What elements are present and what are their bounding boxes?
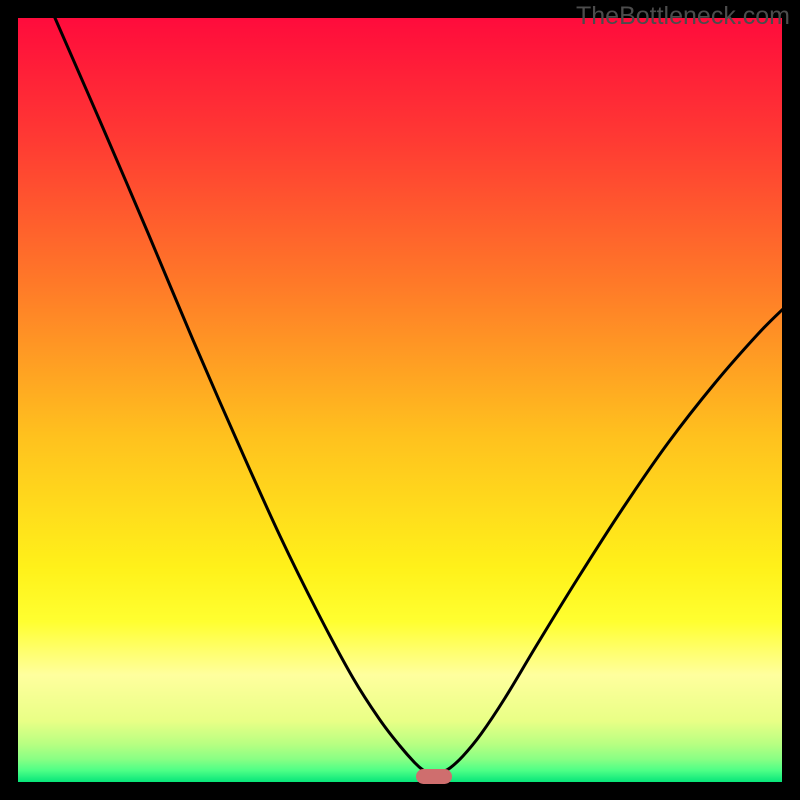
chart-frame: TheBottleneck.com [0, 0, 800, 800]
curve-path [55, 18, 784, 774]
watermark-text: TheBottleneck.com [576, 2, 790, 31]
bottleneck-curve [0, 0, 800, 800]
minimum-marker [416, 769, 452, 784]
